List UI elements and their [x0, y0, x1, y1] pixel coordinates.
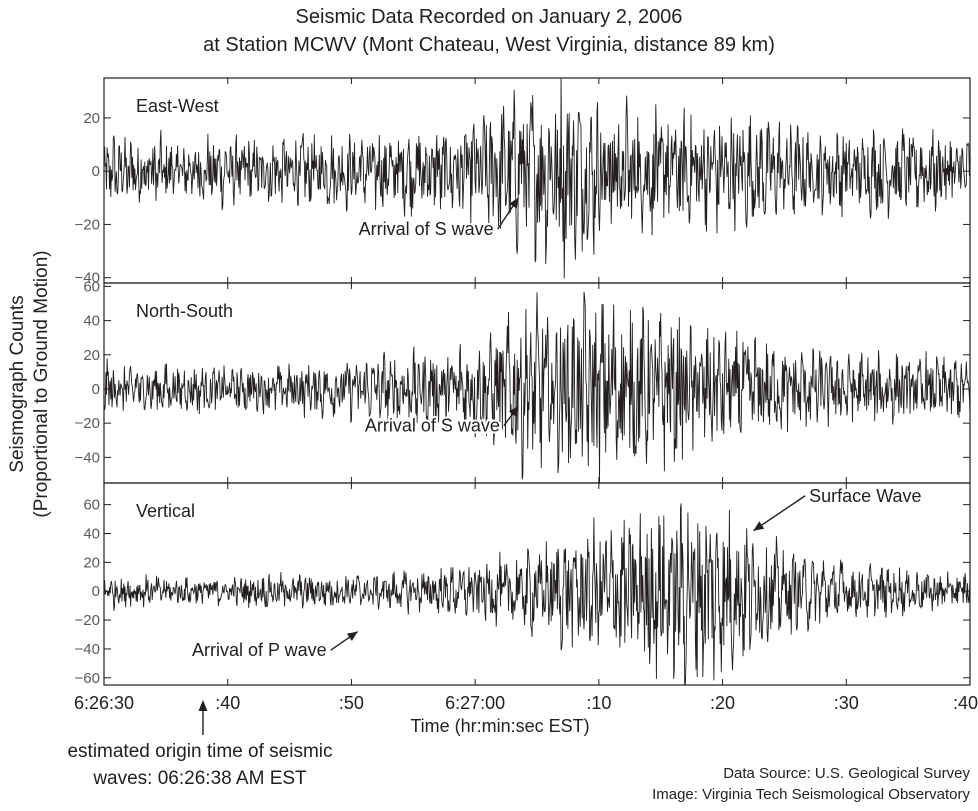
y-tick-label: 20: [83, 347, 100, 364]
page-subtitle: at Station MCWV (Mont Chateau, West Virg…: [203, 34, 775, 56]
y-tick-label: 0: [92, 381, 100, 398]
y-tick-label: −40: [75, 641, 100, 658]
series-line-vertical: [104, 503, 970, 685]
y-tick-label: 40: [83, 526, 100, 543]
x-tick-label: 6:26:30: [74, 693, 134, 713]
annotation-arrowhead: [753, 521, 765, 531]
x-tick-label: 6:27:00: [445, 693, 505, 713]
panel-name: East-West: [136, 96, 219, 116]
annotation-label: Arrival of S wave: [365, 416, 500, 436]
origin-time-arrowhead: [198, 700, 208, 711]
page-title: Seismic Data Recorded on January 2, 2006: [295, 6, 683, 28]
y-tick-label: −20: [75, 216, 100, 233]
x-tick-label: :50: [339, 693, 364, 713]
y-tick-label: 0: [92, 163, 100, 180]
y-tick-label: −40: [75, 449, 100, 466]
y-tick-label: −20: [75, 612, 100, 629]
y-tick-label: 40: [83, 313, 100, 330]
y-tick-label: −20: [75, 415, 100, 432]
image-credit: Image: Virginia Tech Seismological Obser…: [652, 786, 970, 803]
annotation-arrowhead: [508, 406, 519, 417]
x-axis-label: Time (hr:min:sec EST): [410, 716, 590, 736]
y-tick-label: 20: [83, 554, 100, 571]
y-tick-label: −40: [75, 270, 100, 287]
x-tick-label: :20: [710, 693, 735, 713]
panel-name: Vertical: [136, 501, 195, 521]
origin-note-line1: estimated origin time of seismic: [67, 741, 333, 762]
panel-name: North-South: [136, 301, 233, 321]
y-tick-label: 20: [83, 110, 100, 127]
annotation-label: Arrival of S wave: [359, 219, 494, 239]
panel-north-south: 60 40 20 0 −20 −40 North-South Arrival of S wav…: [75, 278, 971, 484]
y-tick-label: 0: [92, 583, 100, 600]
origin-note-line2: waves: 06:26:38 AM EST: [93, 768, 307, 789]
panel-vertical: 60 40 20 0 −20 −40 −60 Vertical Arrival of P wav…: [75, 482, 971, 687]
panel-east-west: 20 0 −20 −40 East-West Arrival of S wave: [75, 77, 971, 287]
y-tick-label: 60: [83, 497, 100, 514]
series-line-north-south: [104, 291, 970, 483]
annotation-arrow: [753, 495, 806, 532]
x-tick-label: :40: [953, 693, 978, 713]
annotation-arrowhead: [509, 197, 519, 209]
x-tick-label: :30: [834, 693, 859, 713]
x-tick-label: :10: [586, 693, 611, 713]
y-tick-label: 60: [83, 278, 100, 295]
y-tick-label: −60: [75, 670, 100, 687]
annotation-label: Arrival of P wave: [192, 640, 327, 660]
x-tick-label: :40: [215, 693, 240, 713]
annotation-arrowhead: [346, 631, 358, 641]
series-line-east-west: [104, 78, 970, 279]
annotation-label: Surface Wave: [809, 486, 921, 506]
data-source-credit: Data Source: U.S. Geological Survey: [723, 765, 970, 782]
